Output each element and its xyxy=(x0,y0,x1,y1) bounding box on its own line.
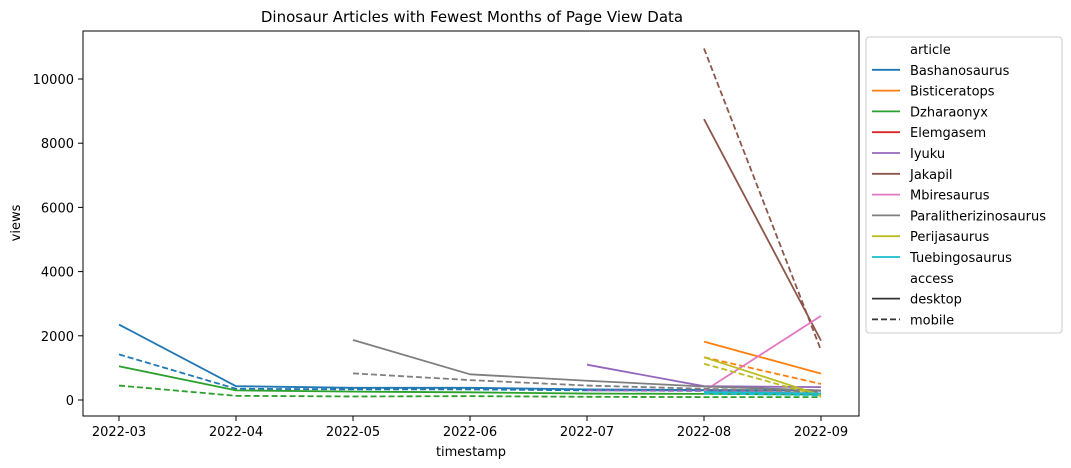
series-line-jakapil-mobile xyxy=(703,48,822,351)
x-axis: 2022-03 2022-04 2022-05 2022-06 2022-07 2022-… xyxy=(92,416,848,440)
series-line-bisticeratops-desktop xyxy=(703,340,822,375)
x-tick-label: 2022-06 xyxy=(443,425,497,440)
series-line-paralitherizinosaurus-desktop xyxy=(352,339,822,392)
plot-frame xyxy=(82,30,860,417)
legend-label: Jakapil xyxy=(909,168,953,183)
legend-label: Bisticeratops xyxy=(910,85,995,100)
y-tick-label: 10000 xyxy=(33,73,74,88)
y-tick-label: 4000 xyxy=(41,266,74,281)
legend-label: Mbiresaurus xyxy=(910,189,990,204)
series-line-dzharaonyx-mobile xyxy=(118,384,821,399)
series-line-bisticeratops-mobile xyxy=(703,356,822,385)
series-line-perijasaurus-desktop xyxy=(703,356,822,397)
x-tick-label: 2022-07 xyxy=(560,425,614,440)
legend-label: Dzharaonyx xyxy=(910,105,988,120)
x-tick-label: 2022-04 xyxy=(209,425,263,440)
y-tick-label: 2000 xyxy=(41,330,74,345)
legend-label: Tuebingosaurus xyxy=(909,251,1012,266)
series-line-tuebingosaurus-desktop xyxy=(703,391,822,395)
plot-area xyxy=(118,48,822,399)
legend-hue-title: article xyxy=(910,43,951,58)
legend-style-label: mobile xyxy=(910,313,954,328)
legend-label: Iyuku xyxy=(910,147,945,162)
x-tick-label: 2022-03 xyxy=(92,425,146,440)
x-tick-label: 2022-09 xyxy=(794,425,848,440)
legend-label: Elemgasem xyxy=(910,126,986,141)
x-tick-label: 2022-08 xyxy=(677,425,731,440)
y-tick-label: 8000 xyxy=(41,137,74,152)
series-line-jakapil-desktop xyxy=(703,118,822,342)
series-line-perijasaurus-mobile xyxy=(703,362,822,398)
y-tick-label: 6000 xyxy=(41,201,74,216)
legend-style-label: desktop xyxy=(910,293,962,308)
y-axis-label: views xyxy=(9,204,24,241)
x-tick-label: 2022-05 xyxy=(326,425,380,440)
legend-label: Perijasaurus xyxy=(910,230,989,245)
y-tick-label: 0 xyxy=(66,394,74,409)
legend-style-title: access xyxy=(910,272,954,287)
series-line-tuebingosaurus-mobile xyxy=(703,392,822,397)
legend-frame xyxy=(865,36,1063,334)
series-line-paralitherizinosaurus-mobile xyxy=(352,372,822,393)
series-line-mbiresaurus-desktop xyxy=(703,315,822,392)
x-axis-label: timestamp xyxy=(436,445,506,460)
legend-label: Bashanosaurus xyxy=(910,64,1010,79)
legend: article Bashanosaurus Bisticeratops Dzharao… xyxy=(865,36,1063,334)
y-axis: 0 2000 4000 6000 8000 10000 xyxy=(33,73,83,409)
legend-label: Paralitherizinosaurus xyxy=(910,209,1046,224)
chart-title: Dinosaur Articles with Fewest Months of … xyxy=(261,8,683,26)
